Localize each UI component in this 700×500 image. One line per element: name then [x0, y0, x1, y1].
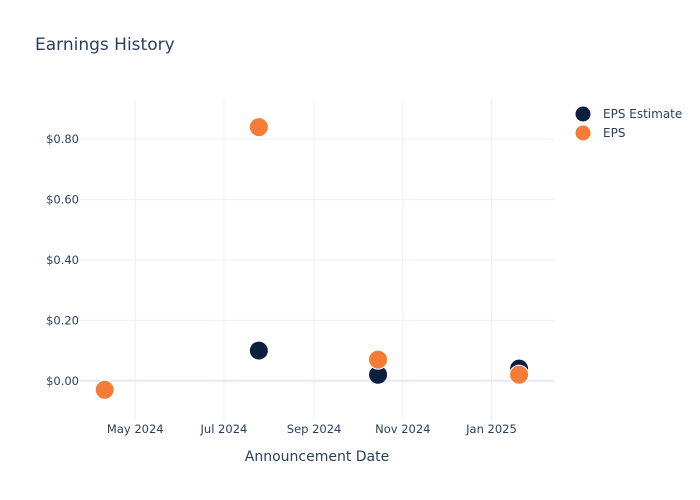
y-tick-label: $0.40	[46, 253, 79, 267]
eps-point[interactable]	[248, 117, 269, 138]
grid	[80, 100, 554, 420]
legend-item-eps[interactable]: EPS	[574, 124, 625, 142]
x-tick-label: Jan 2025	[465, 422, 517, 436]
legend-label: EPS Estimate	[603, 107, 682, 121]
chart-title: Earnings History	[35, 35, 175, 55]
data-points	[94, 117, 530, 400]
eps-point[interactable]	[368, 349, 389, 370]
y-tick-label: $0.80	[46, 132, 79, 146]
y-axis-ticks: $0.00 $0.20 $0.40 $0.60 $0.80	[46, 132, 79, 388]
legend-marker	[574, 124, 592, 142]
legend[interactable]: EPS Estimate EPS	[574, 105, 682, 142]
legend-item-eps-estimate[interactable]: EPS Estimate	[574, 105, 682, 123]
legend-marker	[574, 105, 592, 123]
eps-point[interactable]	[94, 379, 115, 400]
y-tick-label: $0.20	[46, 313, 79, 327]
eps-estimate-point[interactable]	[248, 340, 269, 361]
eps-point[interactable]	[509, 364, 530, 385]
x-tick-label: Jul 2024	[200, 422, 248, 436]
legend-label: EPS	[603, 126, 625, 140]
x-tick-label: May 2024	[107, 422, 164, 436]
x-axis-ticks: May 2024 Jul 2024 Sep 2024 Nov 2024 Jan 2025	[107, 422, 517, 436]
y-tick-label: $0.00	[46, 374, 79, 388]
x-tick-label: Sep 2024	[287, 422, 342, 436]
y-tick-label: $0.60	[46, 193, 79, 207]
x-axis-title: Announcement Date	[245, 449, 389, 465]
x-tick-label: Nov 2024	[375, 422, 430, 436]
